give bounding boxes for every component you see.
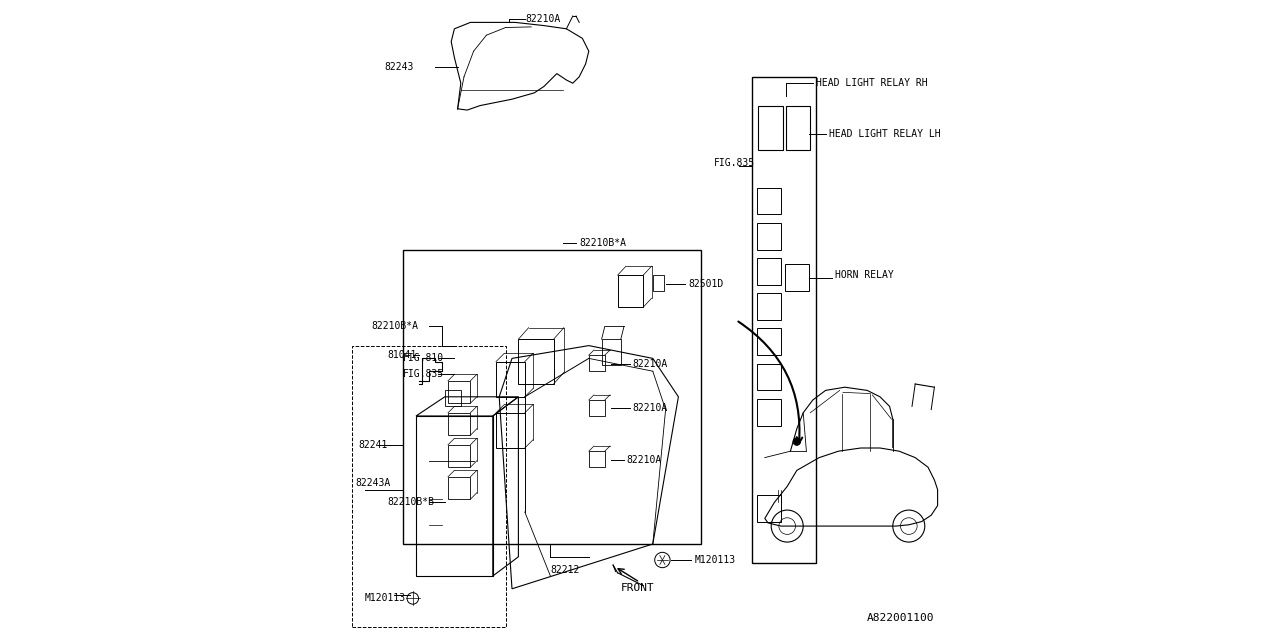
Bar <box>445 390 461 406</box>
Bar <box>758 399 781 426</box>
Text: 82210B*A: 82210B*A <box>371 321 419 332</box>
Bar <box>785 264 809 291</box>
Bar <box>497 413 525 448</box>
Bar <box>589 355 604 371</box>
Bar <box>758 328 781 355</box>
Bar <box>448 381 471 403</box>
Text: FRONT: FRONT <box>621 582 654 593</box>
Text: HEAD LIGHT RELAY RH: HEAD LIGHT RELAY RH <box>817 78 928 88</box>
Text: 82241: 82241 <box>358 440 388 450</box>
Text: 82243A: 82243A <box>356 478 390 488</box>
Text: HEAD LIGHT RELAY LH: HEAD LIGHT RELAY LH <box>829 129 941 140</box>
Text: HORN RELAY: HORN RELAY <box>836 270 893 280</box>
Bar <box>497 362 525 397</box>
Bar <box>518 339 554 384</box>
Bar <box>416 416 493 576</box>
Text: 82210B*A: 82210B*A <box>580 238 626 248</box>
Bar <box>758 258 781 285</box>
Text: M120113: M120113 <box>365 593 406 604</box>
Text: 81041: 81041 <box>387 350 416 360</box>
Bar <box>448 413 471 435</box>
Bar <box>758 293 781 320</box>
Bar <box>758 364 781 390</box>
Text: FIG.835: FIG.835 <box>714 158 755 168</box>
Bar <box>786 106 810 150</box>
Bar <box>403 250 701 544</box>
Text: 82501D: 82501D <box>689 278 723 289</box>
Bar <box>589 400 604 416</box>
Text: M120113: M120113 <box>694 555 736 565</box>
Bar <box>759 106 783 150</box>
Bar <box>758 223 781 250</box>
Bar <box>753 77 817 563</box>
Text: 82210B*B: 82210B*B <box>387 497 434 508</box>
Bar <box>352 346 506 627</box>
Text: 82210A: 82210A <box>626 454 662 465</box>
Text: FIG.810: FIG.810 <box>403 353 444 364</box>
Bar <box>758 188 781 214</box>
Circle shape <box>792 438 801 445</box>
Text: FIG.835: FIG.835 <box>403 369 444 380</box>
Bar <box>602 339 621 365</box>
Text: 82212: 82212 <box>550 564 580 575</box>
Bar <box>758 495 781 522</box>
Text: 82243: 82243 <box>384 62 413 72</box>
Text: 82210A: 82210A <box>526 14 561 24</box>
Text: 82210A: 82210A <box>632 403 668 413</box>
Bar <box>653 275 664 291</box>
Bar <box>448 445 471 467</box>
Bar <box>618 275 644 307</box>
Bar <box>589 451 604 467</box>
Text: 82210A: 82210A <box>632 358 668 369</box>
Bar <box>448 477 471 499</box>
Text: A822001100: A822001100 <box>867 612 934 623</box>
